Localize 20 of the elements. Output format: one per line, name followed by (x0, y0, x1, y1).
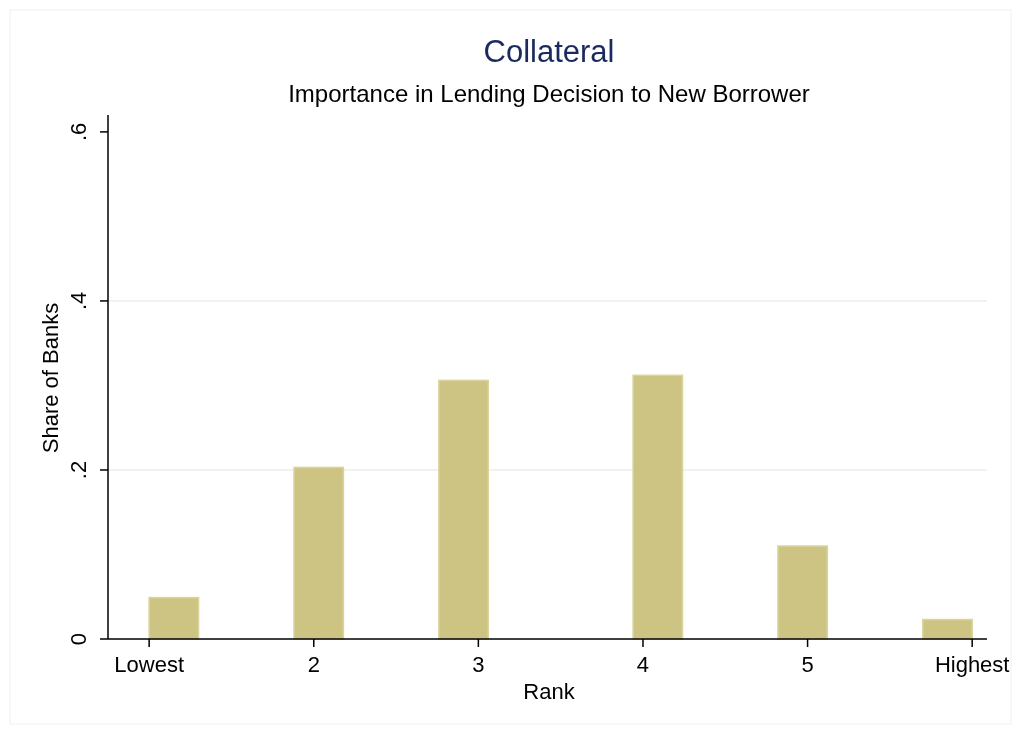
chart-title: Collateral (483, 34, 615, 69)
bar (293, 466, 345, 640)
y-tick-label: .6 (66, 122, 91, 142)
x-axis-title: Rank (523, 679, 576, 704)
chart-subtitle: Importance in Lending Decision to New Borrower (288, 80, 810, 107)
bar (148, 596, 200, 640)
x-tick-label: Highest (934, 652, 1010, 677)
y-axis-title: Share of Banks (38, 302, 63, 454)
bar (438, 379, 489, 640)
x-tick-label: Lowest (114, 652, 185, 677)
bar (632, 374, 684, 640)
y-tick-label: .4 (66, 291, 91, 311)
y-tick-label: .2 (66, 460, 91, 480)
y-tick-label: 0 (66, 632, 91, 646)
x-tick-label: 3 (472, 652, 485, 677)
bar (922, 618, 973, 640)
x-tick-label: 2 (307, 652, 320, 677)
x-tick-label: 5 (801, 652, 814, 677)
x-tick-label: 4 (636, 652, 650, 677)
bar (777, 545, 829, 640)
